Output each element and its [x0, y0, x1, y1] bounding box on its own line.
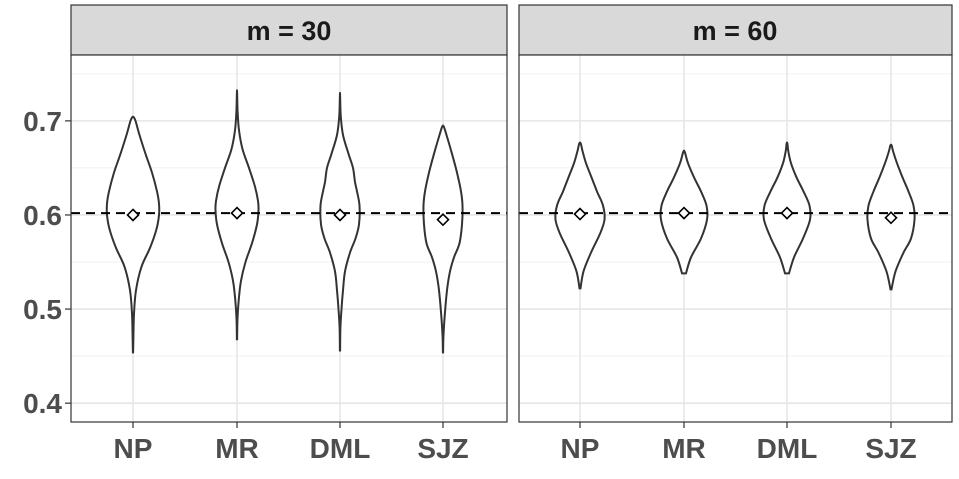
y-tick-label: 0.6: [23, 200, 62, 231]
panel-m30-violins: [71, 89, 507, 354]
panel-m60-title: m = 60: [693, 16, 778, 46]
x-tick-label-mr: MR: [662, 433, 706, 464]
panel-m30-strip: [70, 4, 508, 56]
mean-marker-dml: [780, 206, 794, 220]
violin-sjz: [422, 124, 464, 354]
mean-marker-mr: [677, 206, 691, 220]
x-tick-label-np: NP: [561, 433, 600, 464]
x-tick-label-dml: DML: [310, 433, 371, 464]
panel-m60-strip: [518, 4, 953, 56]
x-tick-label-mr: MR: [215, 433, 259, 464]
panel-m30: m = 30 NP MR DML SJZ: [70, 4, 508, 464]
panel-m60: m = 60 NP MR DML SJZ: [518, 4, 953, 464]
mean-marker-np: [573, 207, 587, 221]
y-tick-label: 0.5: [23, 294, 62, 325]
panel-m60-border: [518, 54, 953, 423]
mean-marker-dml: [333, 208, 347, 222]
violin-np: [105, 115, 161, 354]
panel-m60-violins: [519, 141, 952, 291]
y-tick-label: 0.4: [23, 388, 62, 419]
panel-m30-border: [70, 54, 508, 423]
mean-marker-np: [126, 208, 140, 222]
y-tick-label: 0.7: [23, 106, 62, 137]
mean-marker-sjz: [436, 213, 450, 227]
x-tick-label-sjz: SJZ: [417, 433, 468, 464]
panel-m60-x-axis: NP MR DML SJZ: [561, 422, 917, 464]
mean-marker-mr: [230, 206, 244, 220]
y-axis: 0.4 0.5 0.6 0.7: [23, 106, 71, 419]
violin-dml: [319, 91, 361, 352]
x-tick-label-sjz: SJZ: [865, 433, 916, 464]
panel-m30-title: m = 30: [247, 16, 332, 46]
x-tick-label-np: NP: [114, 433, 153, 464]
x-tick-label-dml: DML: [757, 433, 818, 464]
mean-marker-sjz: [884, 211, 898, 225]
panel-m30-x-axis: NP MR DML SJZ: [114, 422, 469, 464]
